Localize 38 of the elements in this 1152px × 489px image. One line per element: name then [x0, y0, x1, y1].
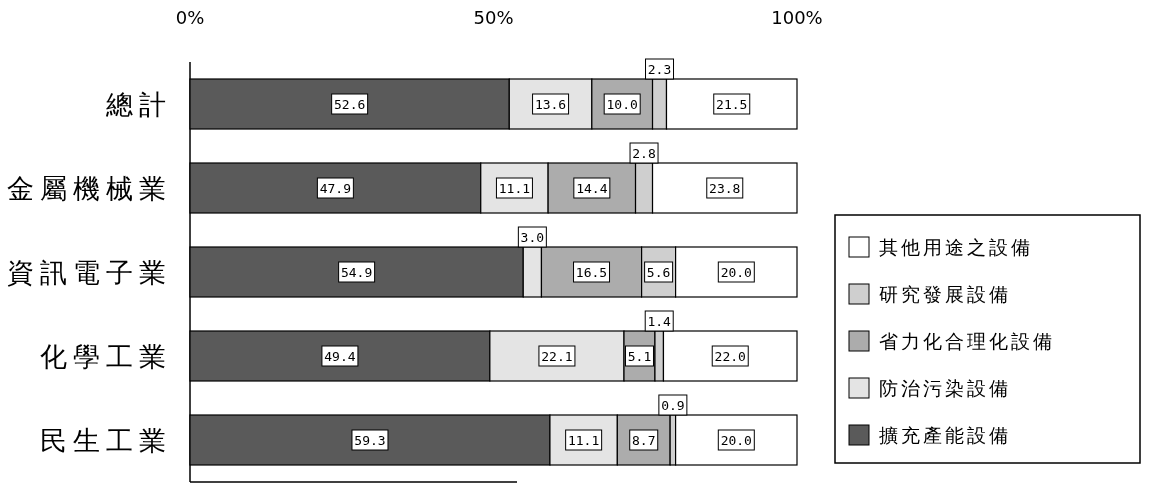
- data-label: 14.4: [576, 181, 608, 196]
- legend-label: 研究發展設備: [879, 283, 1011, 305]
- legend-label: 防治污染設備: [879, 377, 1011, 399]
- legend-label: 擴充產能設備: [879, 424, 1011, 446]
- x-tick-label: 100%: [771, 7, 823, 28]
- y-tick-label: 民生工業: [40, 425, 172, 456]
- data-label: 5.6: [646, 265, 671, 280]
- x-tick-label: 0%: [175, 7, 205, 28]
- data-label: 11.1: [498, 181, 531, 196]
- data-label: 2.3: [647, 62, 672, 77]
- data-label: 23.8: [709, 181, 741, 196]
- y-tick-label: 總計: [105, 89, 172, 120]
- x-tick-label: 50%: [473, 7, 514, 28]
- y-tick-label: 化學工業: [40, 341, 172, 372]
- data-label: 16.5: [575, 265, 608, 280]
- data-label: 11.1: [567, 433, 600, 448]
- data-label: 21.5: [716, 97, 748, 112]
- data-label: 5.1: [627, 349, 652, 364]
- data-label: 3.0: [520, 230, 545, 245]
- data-label: 0.9: [661, 398, 685, 413]
- y-tick-label: 金屬機械業: [7, 173, 172, 204]
- data-label: 13.6: [534, 97, 567, 112]
- data-label: 20.0: [720, 265, 752, 280]
- data-label: 52.6: [333, 97, 366, 112]
- data-label: 10.0: [606, 97, 638, 112]
- data-label: 47.9: [319, 181, 352, 196]
- data-label: 54.9: [340, 265, 373, 280]
- legend-label: 其他用途之設備: [879, 236, 1033, 258]
- data-label: 1.4: [647, 314, 672, 329]
- data-label: 8.7: [631, 433, 656, 448]
- data-label: 22.1: [541, 349, 573, 364]
- data-label: 22.0: [714, 349, 746, 364]
- data-label: 59.3: [354, 433, 386, 448]
- legend-label: 省力化合理化設備: [879, 330, 1055, 352]
- y-tick-label: 資訊電子業: [7, 257, 172, 288]
- data-label: 20.0: [720, 433, 752, 448]
- data-label: 49.4: [324, 349, 356, 364]
- data-label: 2.8: [632, 146, 656, 161]
